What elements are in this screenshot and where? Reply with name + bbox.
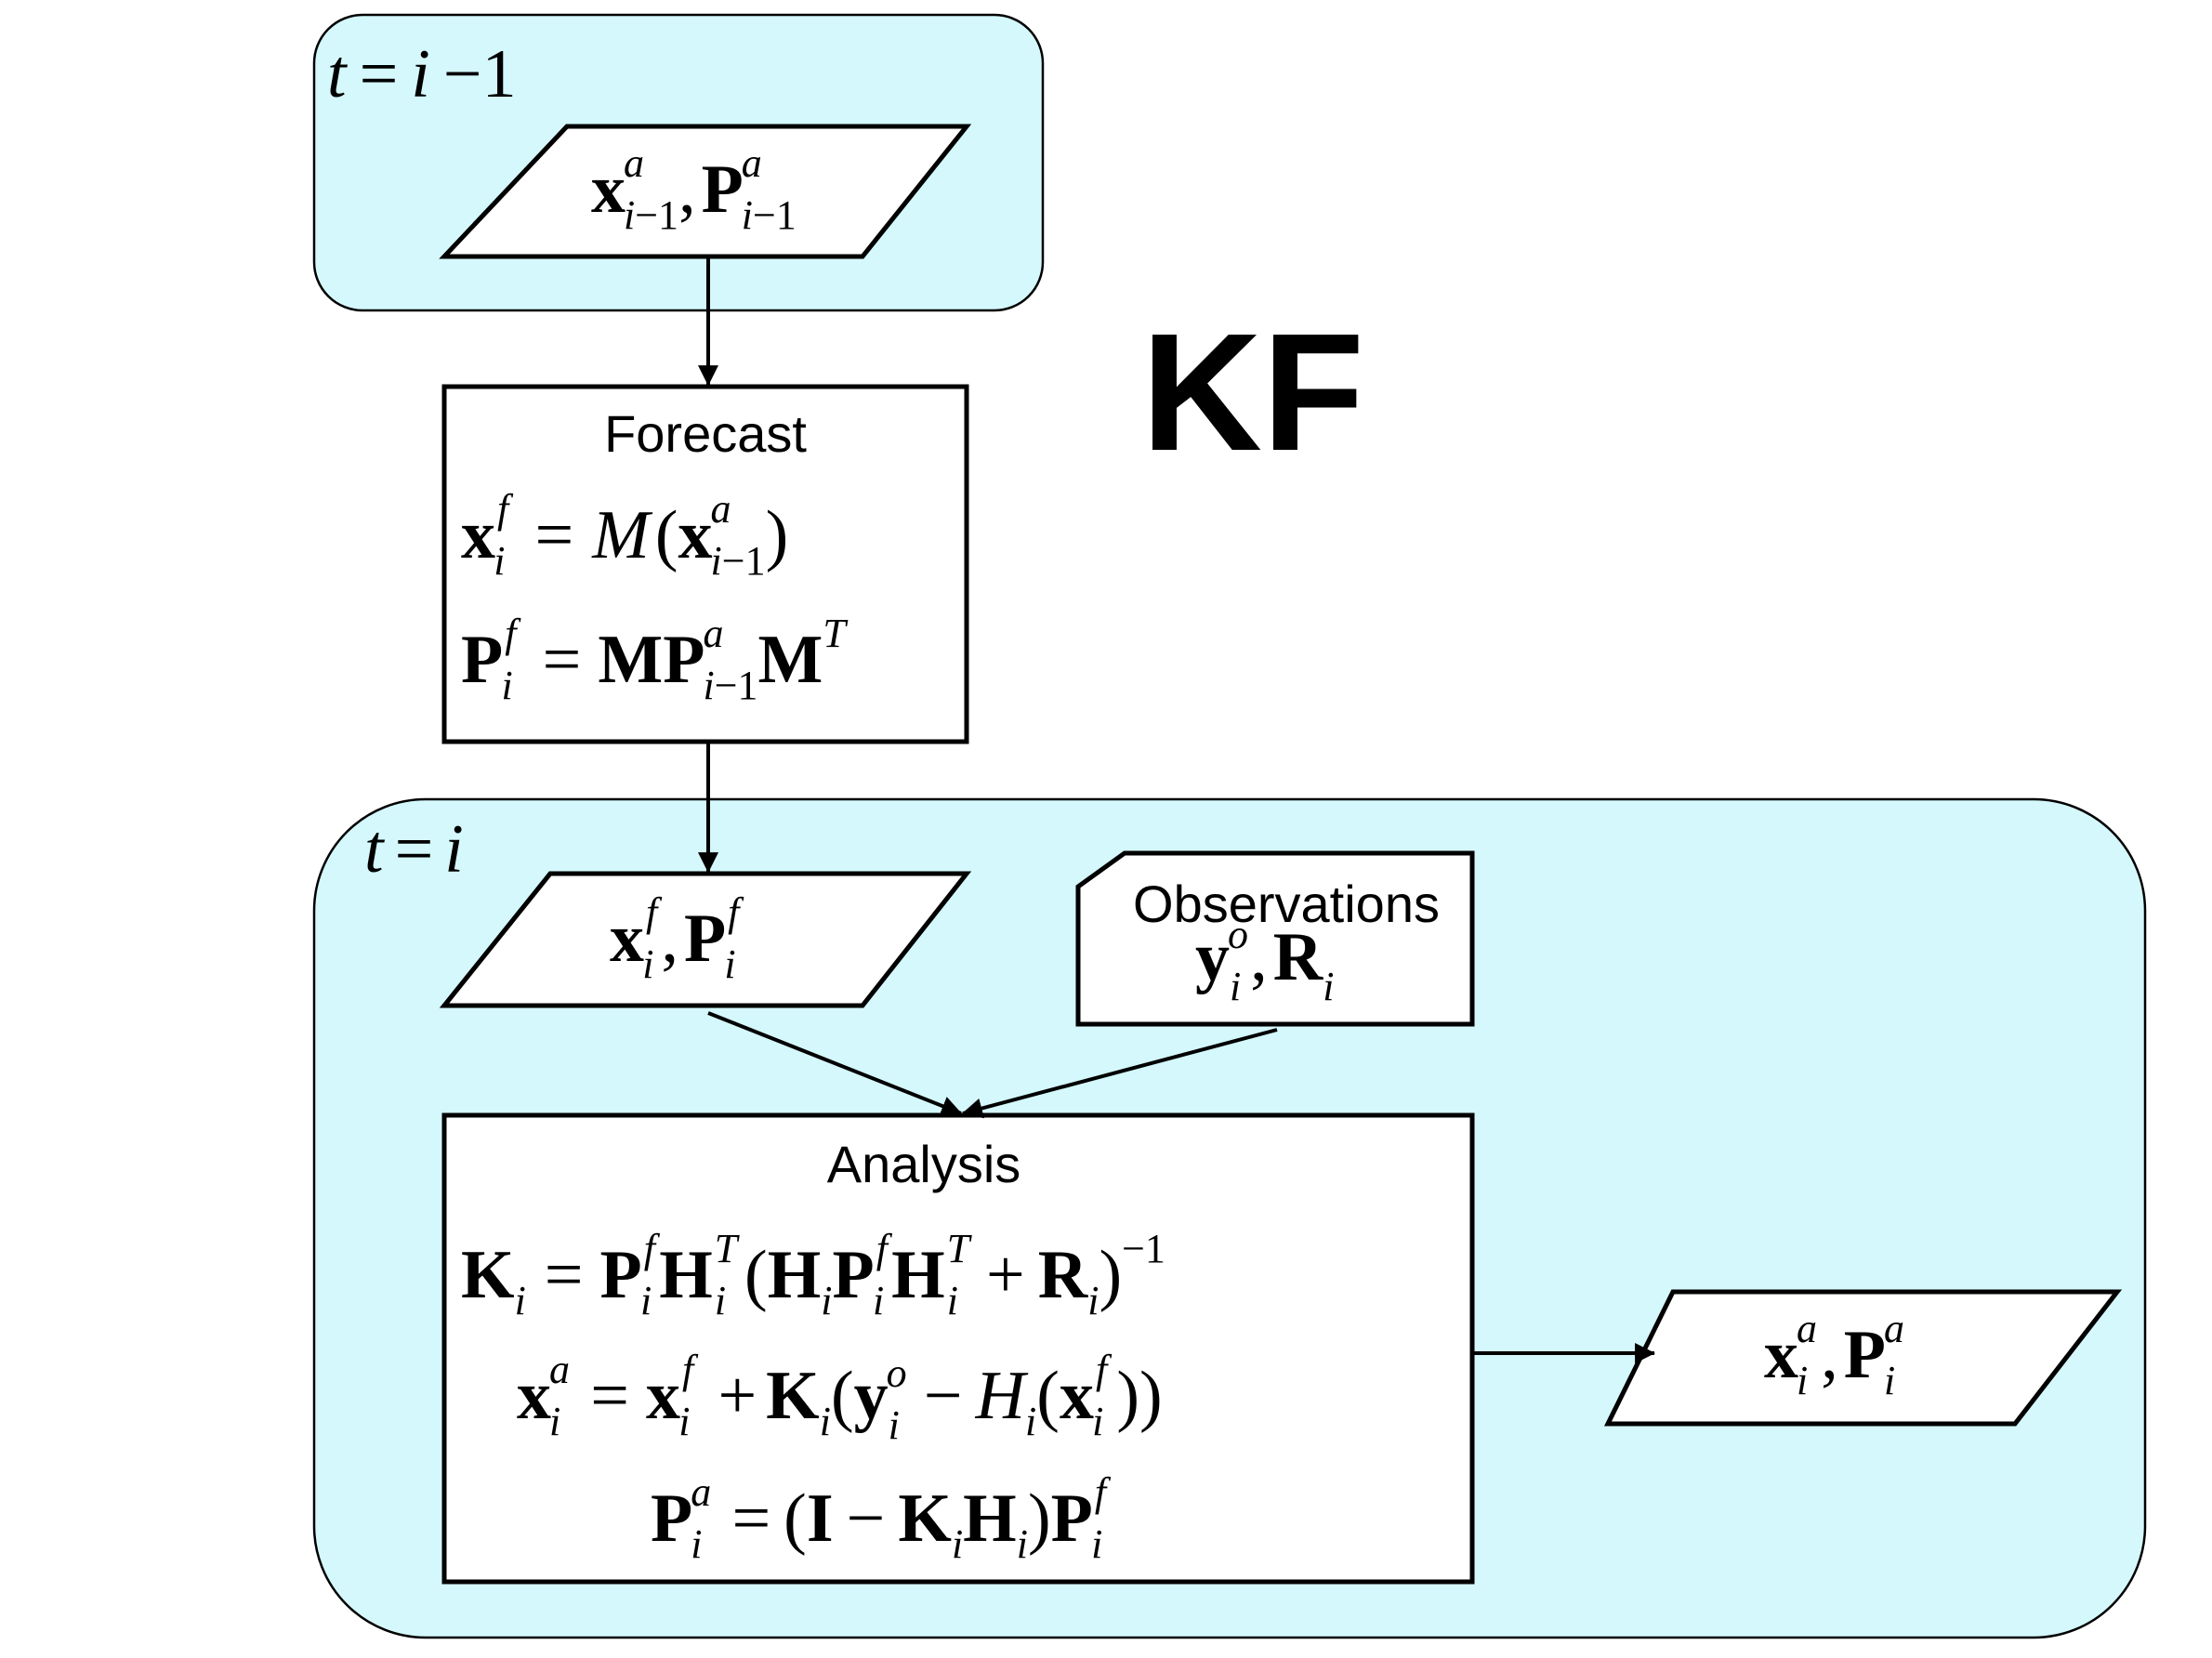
edges (698, 257, 1656, 1363)
analysis-state-shape (1603, 1289, 2123, 1427)
prev-state-expression: xa i−1,Pa i−1 (591, 140, 797, 238)
analysis-state-node: xa i ,Pa i (1603, 1289, 2123, 1427)
forecast-heading: Forecast (604, 404, 807, 463)
forecast-state-shape (439, 871, 972, 1008)
forecast-equation-covariance: Pf i = MPa i−1MT (461, 611, 849, 708)
observations-shape (1075, 850, 1475, 1027)
edge-observations-to-analysis (961, 1028, 1278, 1119)
prev-state-node: xa i−1,Pa i−1 (439, 124, 972, 259)
edge-forecast-state-to-analysis (707, 1011, 963, 1116)
analysis-equation-gain: Ki = Pf i HT i (HiPf i HT i + Ri)−1 (461, 1226, 1165, 1323)
forecast-box (441, 384, 969, 744)
forecast-node: Forecast xf i = M(xa i−1) Pf i = MPa i−1MT (441, 384, 969, 744)
analysis-heading: Analysis (827, 1135, 1021, 1193)
analysis-state-expression: xa i ,Pa i (1764, 1306, 1904, 1403)
analysis-node: Analysis Ki = Pf i HT i (HiPf i HT i + Ri)−1 xa i = xf… (441, 1112, 1475, 1585)
forecast-state-expression: xf i ,Pf i (610, 889, 744, 987)
analysis-box (441, 1112, 1475, 1585)
forecast-state-node: xf i ,Pf i (439, 871, 972, 1008)
observations-heading: Observations (1133, 875, 1440, 933)
analysis-equation-covariance: Pa i = (I − KiHi)Pf i (651, 1469, 1112, 1567)
diagram-title: KF (1141, 299, 1364, 486)
previous-time-label: t = i −1 (327, 36, 517, 112)
current-time-label: t = i (364, 811, 464, 888)
analysis-equation-state: xa i = xf i + Ki(yo i − Hi(xf i)) (517, 1347, 1163, 1448)
observations-expression: yo i ,Ri (1195, 912, 1334, 1009)
prev-state-shape (439, 124, 972, 259)
observations-node: Observations yo i ,Ri (1075, 850, 1475, 1027)
forecast-equation-state: xf i = M(xa i−1) (461, 486, 788, 584)
